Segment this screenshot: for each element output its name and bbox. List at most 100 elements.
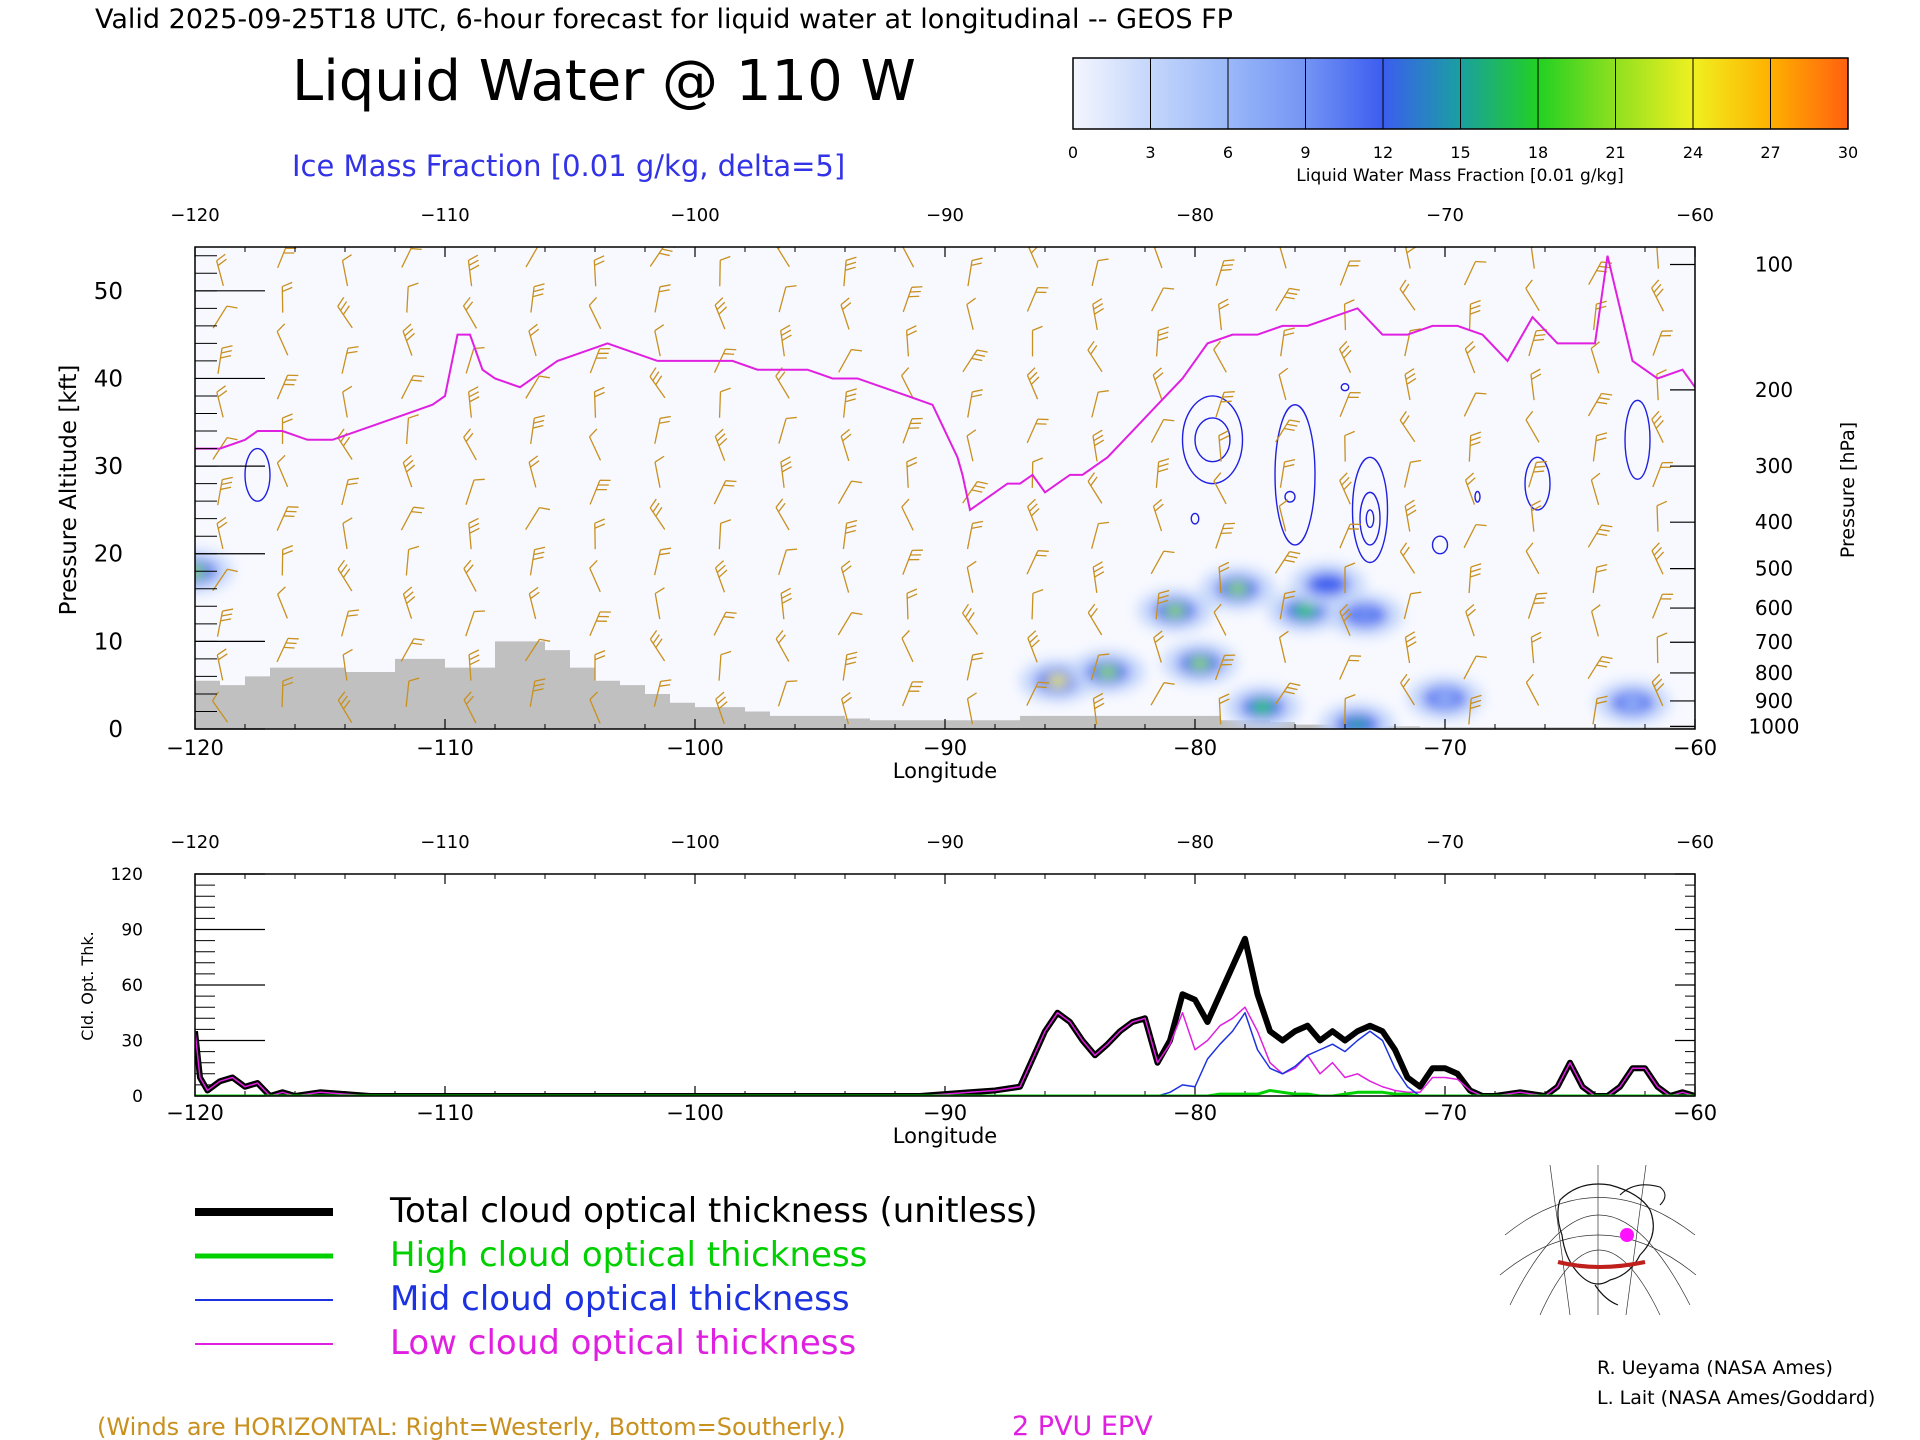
- wind-barb-feather: [723, 353, 735, 355]
- wind-barb-feather: [1596, 432, 1608, 437]
- wind-barb: [653, 679, 672, 707]
- wind-barb: [840, 297, 852, 330]
- wind-barb-feather: [1339, 472, 1348, 481]
- wind-barb-feather: [649, 630, 658, 640]
- wind-barb-staff: [1403, 462, 1412, 488]
- wind-barb-staff: [589, 567, 601, 593]
- wind-barb-feather: [287, 637, 299, 640]
- wind-barb: [719, 255, 731, 287]
- wind-barb-feather: [1348, 659, 1360, 662]
- wind-barb: [463, 691, 477, 724]
- wind-barb-feather: [1475, 392, 1487, 395]
- wind-barb-feather: [1283, 595, 1295, 600]
- wind-barb-feather: [221, 613, 233, 617]
- wind-barb-feather: [714, 297, 724, 306]
- wind-barb-feather: [463, 559, 472, 569]
- wind-barb: [1651, 673, 1665, 707]
- wind-barb-feather: [912, 681, 924, 683]
- wind-barb-feather: [600, 611, 611, 613]
- colorbar-tick-label: 18: [1528, 143, 1548, 162]
- bottom-x-tick-label: −110: [416, 1101, 474, 1125]
- credit-1: R. Ueyama (NASA Ames): [1597, 1357, 1833, 1379]
- wind-barb-feather: [1656, 238, 1666, 243]
- wind-barb: [1652, 330, 1673, 356]
- x-tick-label-top: −120: [170, 205, 219, 226]
- series-line-2: [195, 1012, 1695, 1096]
- wind-barb: [1150, 682, 1175, 706]
- wind-barb-feather: [1339, 340, 1348, 350]
- wind-barb-feather: [846, 519, 858, 524]
- wind-barb-feather: [1094, 439, 1105, 447]
- wind-barb-feather: [652, 502, 660, 513]
- x-tick-label: −90: [923, 736, 967, 760]
- wind-barb-feather: [1601, 392, 1613, 396]
- wind-barb-feather: [971, 525, 983, 529]
- wind-barb-staff: [524, 638, 541, 662]
- wind-barb: [525, 507, 551, 531]
- wind-barb-feather: [1466, 608, 1476, 617]
- wind-barb-feather: [718, 437, 728, 447]
- liquid-water-core: [1226, 582, 1249, 595]
- wind-barb-feather: [1399, 542, 1408, 552]
- wind-barb: [1652, 461, 1673, 488]
- wind-barb-feather: [912, 549, 923, 552]
- wind-barb-feather: [1289, 287, 1300, 291]
- wind-barb: [1155, 589, 1170, 620]
- wind-barb-feather: [659, 552, 671, 556]
- wind-barb: [714, 560, 728, 593]
- x-tick-label: −80: [1173, 736, 1217, 760]
- wind-barb-feather: [468, 649, 480, 656]
- wind-barb-feather: [346, 614, 358, 617]
- wind-barb-feather: [1158, 594, 1169, 599]
- wind-barb-feather: [1466, 477, 1476, 486]
- colorbar-segment: [1073, 58, 1151, 129]
- colorbar-frame: [1072, 57, 1849, 130]
- wind-barb-feather: [216, 253, 226, 262]
- wind-barb: [1463, 655, 1487, 680]
- wind-barb-feather: [1399, 279, 1407, 290]
- wind-barb-feather: [1283, 463, 1295, 468]
- x-tick-label: −100: [666, 736, 724, 760]
- wind-barb-feather: [402, 455, 412, 464]
- wind-barb-staff: [1213, 611, 1227, 636]
- top-panel-axes: −120 −120 −110 −110 −100 −100 −90 −90 −80 −80 −70 −…: [94, 205, 1800, 760]
- y-tick-label: 50: [94, 279, 123, 305]
- wind-barb: [217, 345, 233, 374]
- wind-barb-feather: [1347, 265, 1359, 267]
- wind-barb: [967, 389, 983, 418]
- pressure-tick-label: 900: [1755, 689, 1793, 713]
- wind-barb-feather: [1653, 546, 1662, 556]
- wind-barb-feather: [1035, 291, 1047, 294]
- wind-barb-staff: [342, 654, 348, 681]
- wind-barb-feather: [1224, 522, 1236, 525]
- pressure-tick-label: 800: [1755, 661, 1793, 685]
- x-tick-label-top: −100: [670, 205, 719, 226]
- wind-barb: [777, 680, 798, 707]
- wind-barb: [1525, 673, 1540, 706]
- wind-barb: [212, 305, 238, 329]
- wind-barb-feather: [1030, 639, 1040, 648]
- wind-barb-staff: [1091, 523, 1099, 549]
- y-tick-label: 40: [94, 366, 123, 392]
- wind-barb: [649, 367, 666, 399]
- wind-barb-feather: [1154, 372, 1164, 381]
- wind-barb-feather: [718, 701, 728, 710]
- ice-contours: [244, 383, 1651, 564]
- wind-barb-feather: [1154, 635, 1164, 643]
- wind-barb-feather: [1037, 286, 1049, 289]
- wind-barb-feather: [659, 420, 670, 424]
- wind-barb: [1092, 561, 1105, 593]
- wind-barb-feather: [285, 510, 297, 513]
- wind-barb-feather: [1466, 345, 1476, 354]
- wind-barb-staff: [588, 436, 602, 461]
- wind-barb-staff: [966, 698, 974, 725]
- top-ylabel-right: Pressure [hPa]: [1837, 422, 1859, 558]
- wind-barb-feather: [911, 417, 923, 420]
- wind-barb-feather: [282, 676, 294, 682]
- wind-barb-feather: [851, 480, 863, 484]
- ice-contour: [1359, 491, 1381, 546]
- wind-barb-feather: [908, 558, 920, 561]
- wind-barb: [525, 375, 550, 399]
- wind-barb-feather: [1596, 401, 1608, 405]
- wind-barb-feather: [1596, 563, 1608, 568]
